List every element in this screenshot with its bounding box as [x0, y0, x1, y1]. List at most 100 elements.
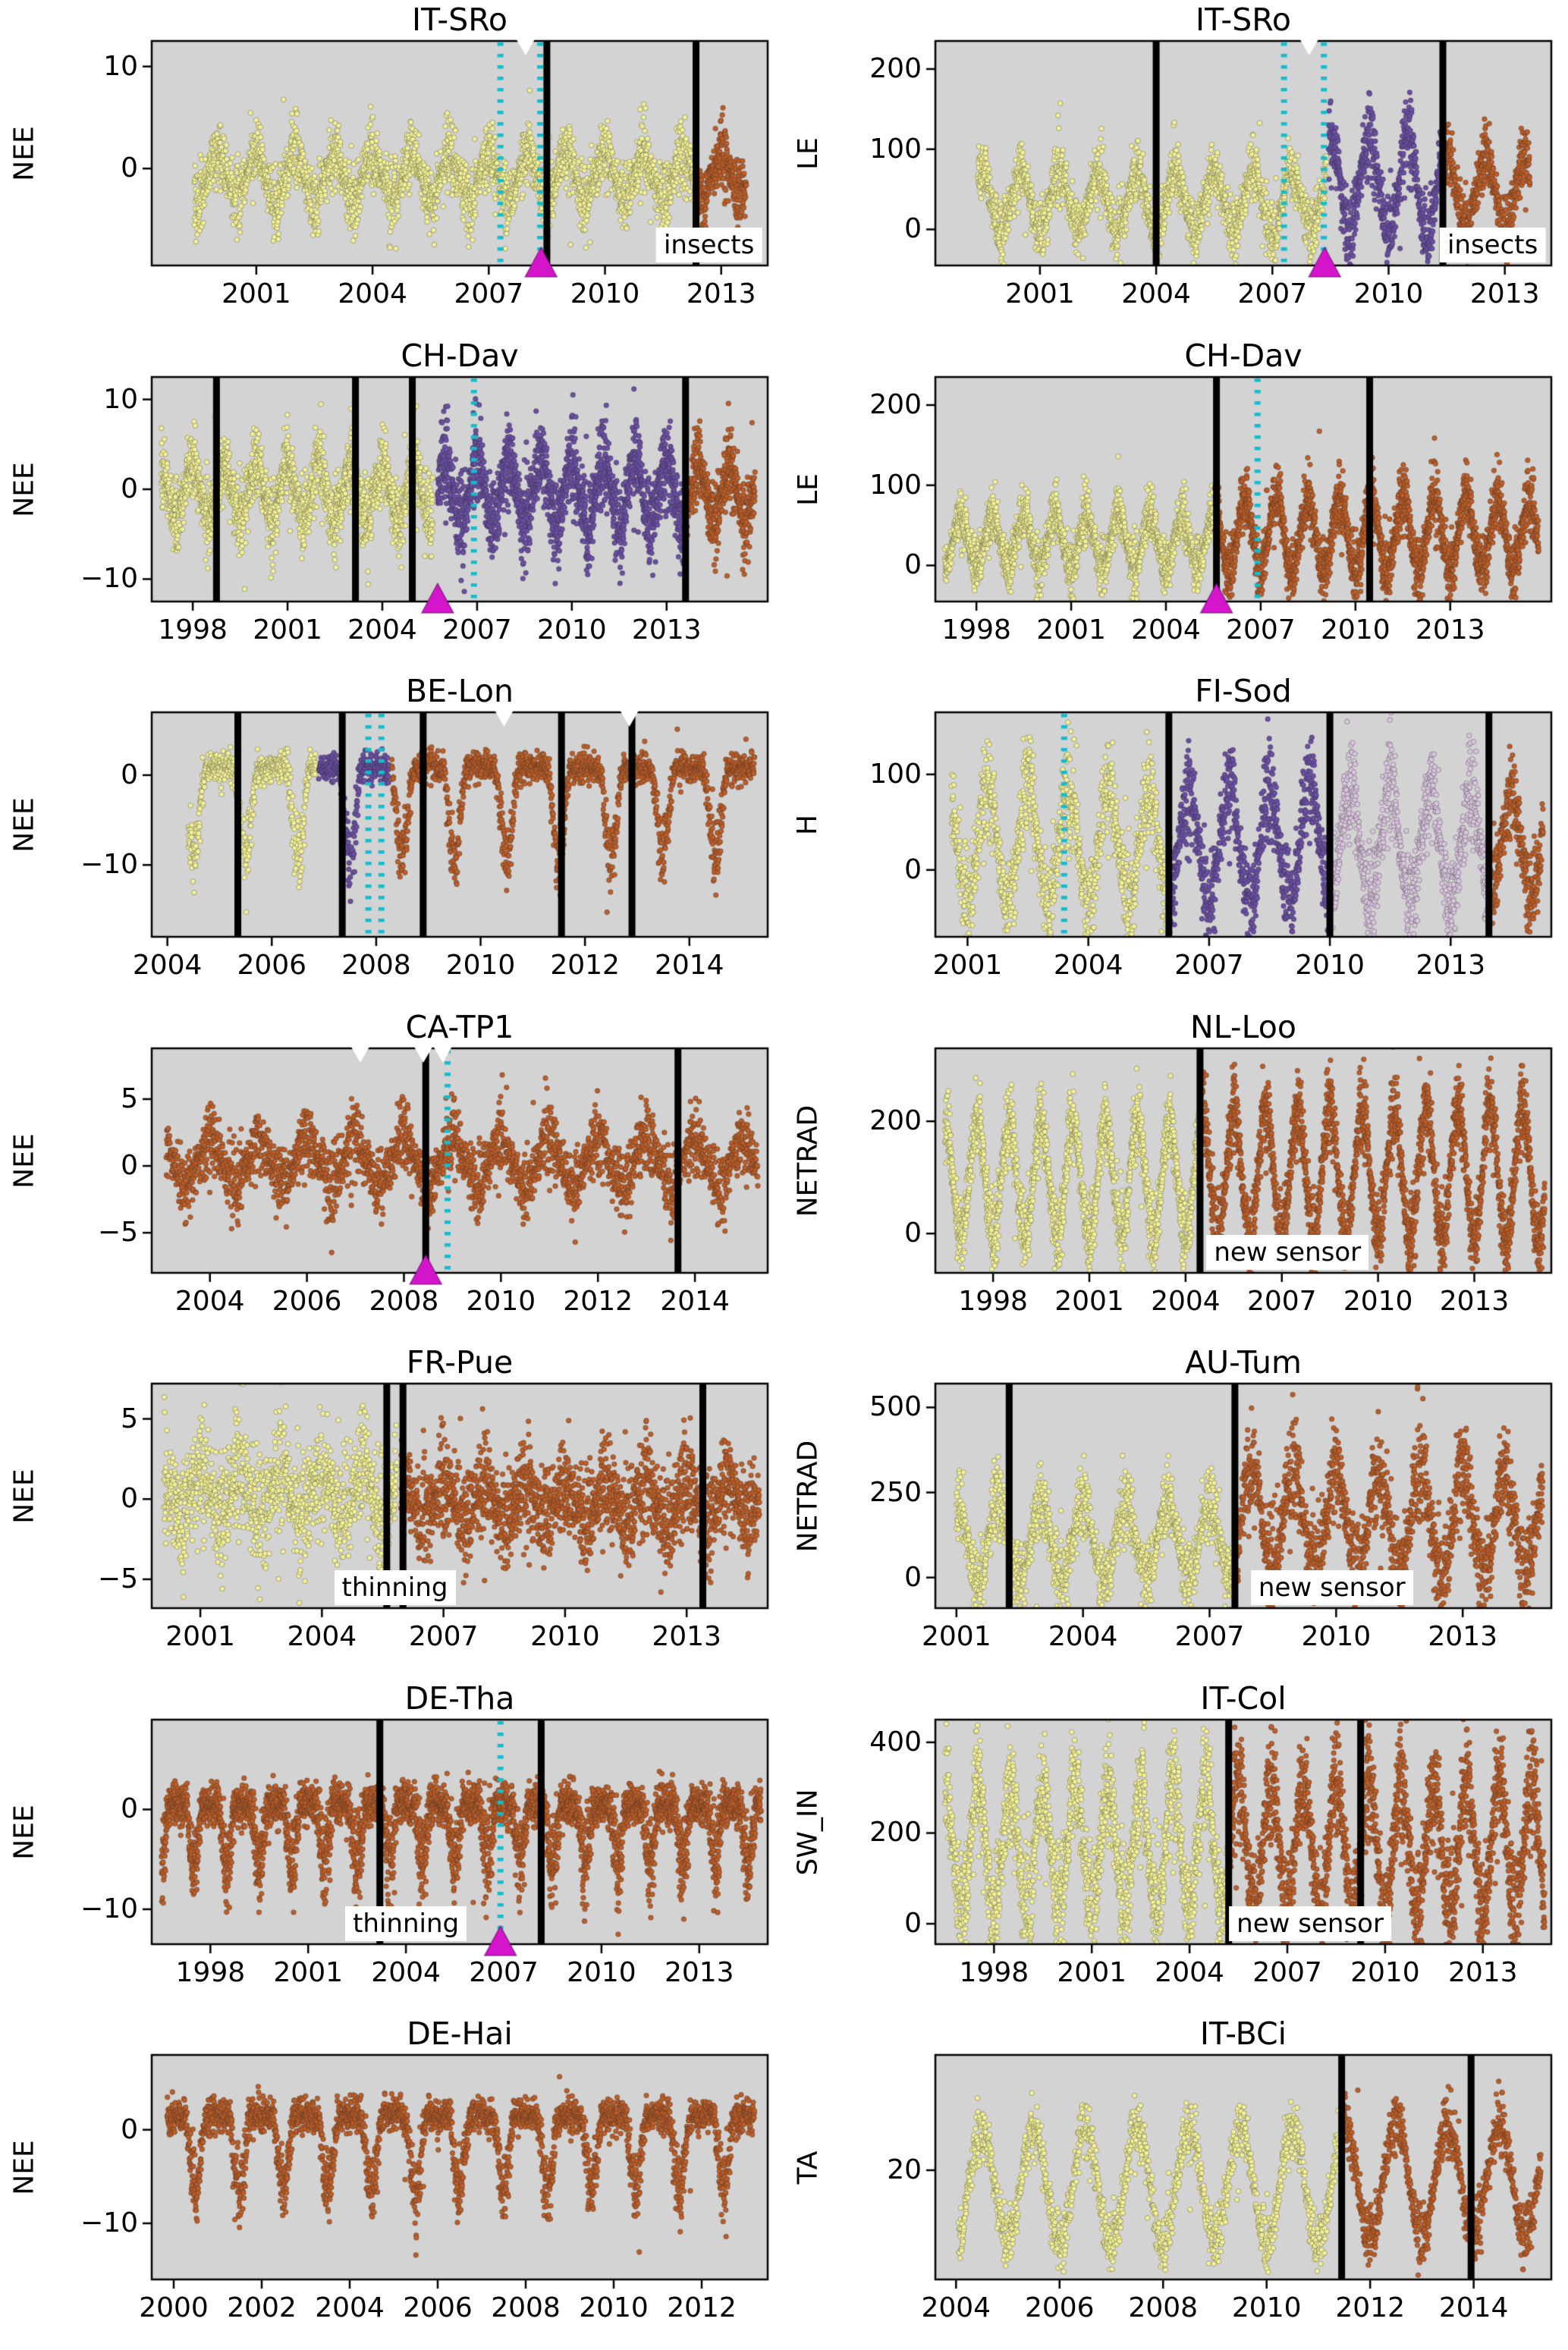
x-tick-label: 2010 — [1353, 278, 1424, 309]
panel-CH-Dav-NEE: CH-Dav NEE 1998 2001 2004 2007 2010 2013 −10 0 10 — [0, 336, 784, 672]
y-axis-label-wrap: NEE — [0, 712, 49, 937]
y-tick-label: 100 — [869, 469, 922, 501]
y-tick-label: 0 — [121, 1150, 138, 1182]
panel-IT-Col-SW_IN: IT-Col SW_IN 1998 2001 2004 2007 2010 2013 0 200 4… — [784, 1679, 1567, 2015]
plot-canvas-BE-Lon — [0, 671, 784, 1007]
plot-canvas-CH-Dav — [784, 336, 1567, 672]
x-tick-label: 2006 — [237, 950, 307, 981]
x-tick-label: 2001 — [165, 1621, 235, 1652]
y-tick-label: −10 — [80, 849, 138, 881]
x-tick-label: 2010 — [537, 614, 607, 646]
x-tick-label: 2001 — [932, 950, 1003, 981]
y-tick-label: 200 — [869, 53, 922, 84]
y-tick-label: 200 — [869, 389, 922, 420]
y-tick-label: 10 — [103, 50, 138, 82]
panel-FR-Pue-NEE: FR-Pue NEE 2001 2004 2007 2010 2013 −5 0 5 thinnin… — [0, 1343, 784, 1679]
x-tick-label: 1998 — [158, 614, 228, 646]
x-tick-label: 2013 — [652, 1621, 721, 1652]
y-tick-label: 0 — [904, 213, 922, 245]
panel-DE-Hai-NEE: DE-Hai NEE 2000 2002 2004 2006 2008 2010 2012 −10… — [0, 2014, 784, 2350]
panel-title: FI-Sod — [1195, 673, 1292, 709]
x-tick-label: 2010 — [530, 1621, 600, 1652]
panel-title: CA-TP1 — [405, 1009, 514, 1045]
x-tick-label: 2010 — [1295, 950, 1365, 981]
panel-FI-Sod-H: FI-Sod H 2001 2004 2007 2010 2013 0 100 — [784, 671, 1567, 1007]
x-tick-label: 2008 — [1128, 2292, 1199, 2323]
x-tick-label: 2007 — [1246, 1286, 1317, 1317]
x-tick-label: 2007 — [454, 278, 524, 309]
panel-IT-SRo-NEE: IT-SRo NEE 2001 2004 2007 2010 2013 0 10 insects — [0, 0, 784, 336]
y-axis-label-wrap: H — [784, 712, 832, 937]
x-tick-label: 2000 — [139, 2292, 209, 2323]
x-tick-label: 2004 — [132, 950, 203, 981]
x-tick-label: 2010 — [1301, 1621, 1372, 1652]
x-tick-label: 2013 — [1415, 614, 1485, 646]
x-tick-label: 2001 — [273, 1957, 344, 1988]
y-tick-label: 0 — [121, 473, 138, 504]
y-tick-label: 100 — [869, 758, 922, 790]
x-tick-label: 2010 — [1231, 2292, 1302, 2323]
x-tick-label: 2013 — [1416, 950, 1486, 981]
x-tick-label: 1998 — [959, 1957, 1029, 1988]
x-tick-label: 2013 — [686, 278, 756, 309]
y-tick-label: 500 — [869, 1391, 922, 1423]
x-tick-label: 2001 — [1036, 614, 1106, 646]
plot-canvas-IT-SRo — [0, 0, 784, 336]
x-tick-label: 2004 — [921, 2292, 991, 2323]
x-tick-label: 2007 — [469, 1957, 539, 1988]
y-tick-label: 200 — [869, 1105, 922, 1137]
plot-canvas-CA-TP1 — [0, 1007, 784, 1343]
panel-title: IT-BCi — [1199, 2015, 1287, 2052]
y-tick-label: 10 — [103, 383, 138, 415]
x-tick-label: 2010 — [579, 2292, 649, 2323]
y-tick-label: −10 — [80, 1893, 138, 1924]
x-tick-label: 1998 — [958, 1286, 1028, 1317]
y-tick-label: 400 — [869, 1726, 922, 1758]
x-tick-label: 2012 — [550, 950, 620, 981]
annotation-new-sensor: new sensor — [1229, 1906, 1391, 1941]
panel-DE-Tha-NEE: DE-Tha NEE 1998 2001 2004 2007 2010 2013 −10 0 thi… — [0, 1679, 784, 2015]
plot-canvas-IT-SRo — [784, 0, 1567, 336]
y-tick-label: 5 — [121, 1403, 138, 1434]
x-tick-label: 2006 — [272, 1286, 342, 1317]
panel-NL-Loo-NETRAD: NL-Loo NETRAD 1998 2001 2004 2007 2010 2013 0 200… — [784, 1007, 1567, 1343]
annotation-insects: insects — [655, 228, 762, 262]
panel-title: DE-Hai — [407, 2015, 513, 2052]
annotation-thinning: thinning — [345, 1906, 467, 1941]
x-tick-label: 2014 — [1438, 2292, 1509, 2323]
x-tick-label: 2007 — [1237, 278, 1308, 309]
x-tick-label: 2008 — [491, 2292, 561, 2323]
plot-canvas-FR-Pue — [0, 1343, 784, 1679]
x-tick-label: 2012 — [1335, 2292, 1405, 2323]
x-tick-label: 2007 — [1252, 1957, 1322, 1988]
x-tick-label: 2007 — [442, 614, 512, 646]
y-tick-label: 0 — [121, 152, 138, 184]
y-tick-label: 0 — [121, 1483, 138, 1515]
panel-title: AU-Tum — [1185, 1344, 1302, 1381]
x-tick-label: 2006 — [1024, 2292, 1095, 2323]
y-tick-label: 0 — [121, 1793, 138, 1825]
panel-title: BE-Lon — [405, 673, 514, 709]
x-tick-label: 2010 — [567, 1957, 636, 1988]
plot-canvas-IT-BCi — [784, 2014, 1567, 2350]
y-tick-label: 0 — [904, 549, 922, 581]
y-tick-label: 0 — [121, 759, 138, 790]
y-tick-label: 0 — [904, 853, 922, 885]
x-tick-label: 2012 — [563, 1286, 633, 1317]
panel-AU-Tum-NETRAD: AU-Tum NETRAD 2001 2004 2007 2010 2013 0 250 500 n… — [784, 1343, 1567, 1679]
x-tick-label: 2001 — [1057, 1957, 1127, 1988]
x-tick-label: 2013 — [1439, 1286, 1510, 1317]
y-axis-label: H — [792, 814, 824, 835]
x-tick-label: 2004 — [315, 2292, 385, 2323]
x-tick-label: 2012 — [667, 2292, 737, 2323]
y-tick-label: 0 — [904, 1908, 922, 1940]
x-tick-label: 1998 — [175, 1957, 246, 1988]
x-tick-label: 2013 — [1469, 278, 1540, 309]
x-tick-label: 2010 — [570, 278, 640, 309]
y-tick-label: −10 — [80, 2207, 138, 2238]
x-tick-label: 2006 — [403, 2292, 473, 2323]
y-tick-label: 0 — [121, 2113, 138, 2145]
panel-title: IT-Col — [1200, 1680, 1287, 1717]
x-tick-label: 2013 — [631, 614, 702, 646]
